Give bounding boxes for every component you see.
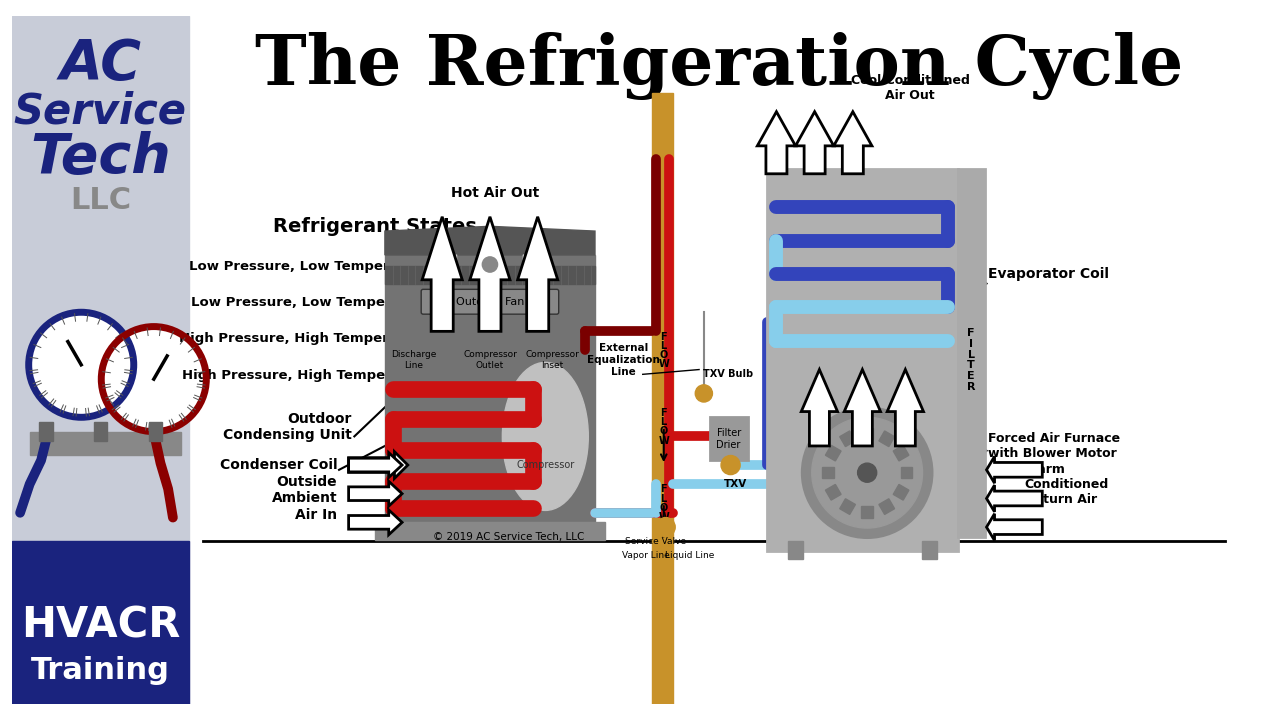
Text: TXV Bulb: TXV Bulb — [703, 369, 753, 379]
Bar — [922, 541, 937, 559]
Polygon shape — [893, 445, 909, 461]
Polygon shape — [348, 453, 402, 477]
Polygon shape — [470, 217, 509, 331]
Bar — [767, 169, 957, 551]
Text: © 2019 AC Service Tech, LLC: © 2019 AC Service Tech, LLC — [434, 531, 585, 541]
Polygon shape — [826, 485, 841, 500]
Bar — [653, 93, 673, 703]
Text: Hot Air Out: Hot Air Out — [451, 186, 539, 200]
Text: TXV: TXV — [723, 479, 748, 489]
Ellipse shape — [502, 362, 589, 510]
Bar — [93, 422, 108, 441]
Text: Service: Service — [14, 91, 187, 132]
Polygon shape — [796, 112, 833, 174]
Text: F
I
L
T
E
R: F I L T E R — [966, 328, 975, 392]
Text: Filter
Drier: Filter Drier — [717, 428, 741, 450]
Polygon shape — [822, 467, 833, 478]
Circle shape — [721, 456, 740, 474]
Text: Outside
Ambient
Air In: Outside Ambient Air In — [271, 475, 337, 522]
Polygon shape — [887, 369, 923, 446]
Text: AC: AC — [59, 37, 141, 91]
Text: The Refrigeration Cycle: The Refrigeration Cycle — [255, 32, 1183, 100]
Bar — [788, 541, 803, 559]
Text: Outdoor Fan: Outdoor Fan — [456, 297, 524, 307]
Bar — [488, 365, 530, 386]
Text: F
L
O
W: F L O W — [658, 485, 669, 522]
Polygon shape — [453, 255, 457, 269]
Text: High Pressure, High Temperature Vapor: High Pressure, High Temperature Vapor — [182, 369, 480, 382]
Polygon shape — [833, 112, 872, 174]
Text: Compressor: Compressor — [516, 460, 575, 470]
Polygon shape — [861, 506, 873, 518]
Text: Training: Training — [31, 656, 170, 685]
Polygon shape — [845, 369, 881, 446]
Text: Forced Air Furnace
with Blower Motor: Forced Air Furnace with Blower Motor — [988, 432, 1120, 460]
Text: External
Equalization
Line: External Equalization Line — [588, 343, 660, 377]
Polygon shape — [385, 226, 595, 255]
Bar — [13, 541, 189, 703]
Text: Refrigerant States: Refrigerant States — [274, 217, 477, 236]
Circle shape — [812, 418, 923, 528]
Polygon shape — [987, 485, 1042, 512]
Bar — [488, 256, 530, 277]
Circle shape — [695, 384, 713, 402]
FancyBboxPatch shape — [421, 289, 558, 314]
Text: Low Pressure, Low Temperature Vapor: Low Pressure, Low Temperature Vapor — [191, 296, 480, 309]
Polygon shape — [879, 499, 895, 514]
Polygon shape — [893, 485, 909, 500]
Text: Tech: Tech — [29, 130, 170, 184]
Bar — [385, 255, 595, 522]
Circle shape — [101, 327, 206, 431]
Circle shape — [657, 518, 676, 536]
Bar — [385, 266, 595, 284]
Bar — [40, 422, 52, 441]
Bar — [29, 431, 180, 456]
Polygon shape — [987, 514, 1042, 541]
Text: Service Valve: Service Valve — [625, 537, 686, 546]
Polygon shape — [826, 445, 841, 461]
Polygon shape — [348, 481, 402, 506]
Text: HVACR: HVACR — [20, 605, 180, 647]
Polygon shape — [861, 428, 873, 439]
Bar — [148, 422, 163, 441]
Polygon shape — [348, 451, 408, 478]
Bar — [488, 292, 530, 313]
Text: F
L
O
W: F L O W — [658, 332, 669, 369]
Text: Vapor Line: Vapor Line — [622, 552, 669, 560]
Polygon shape — [524, 255, 526, 269]
Text: Compressor
Inset: Compressor Inset — [525, 351, 579, 369]
Bar — [957, 169, 984, 536]
Polygon shape — [758, 112, 796, 174]
Bar — [488, 328, 530, 349]
Polygon shape — [879, 431, 895, 446]
Polygon shape — [517, 217, 558, 331]
Polygon shape — [901, 467, 913, 478]
Text: Warm
Conditioned
Return Air: Warm Conditioned Return Air — [1025, 463, 1108, 505]
Bar — [13, 17, 189, 703]
Polygon shape — [840, 431, 855, 446]
Polygon shape — [987, 456, 1042, 483]
Polygon shape — [801, 369, 837, 446]
Circle shape — [803, 408, 932, 538]
Polygon shape — [840, 499, 855, 514]
Text: Discharge
Line: Discharge Line — [390, 351, 436, 369]
Circle shape — [28, 312, 133, 418]
Polygon shape — [348, 510, 402, 535]
Text: Liquid Line: Liquid Line — [664, 552, 714, 560]
Circle shape — [483, 257, 498, 272]
Text: Condenser Coil: Condenser Coil — [220, 458, 337, 472]
Text: Outdoor
Condensing Unit: Outdoor Condensing Unit — [223, 412, 352, 442]
Text: Cool Conditioned
Air Out: Cool Conditioned Air Out — [851, 74, 969, 102]
Bar — [375, 522, 604, 539]
Text: LLC: LLC — [69, 186, 131, 215]
Text: F
L
O
W: F L O W — [658, 408, 669, 446]
Text: High Pressure, High Temperature Liquid: High Pressure, High Temperature Liquid — [179, 333, 480, 346]
Circle shape — [858, 463, 877, 482]
Text: Compressor
Outlet: Compressor Outlet — [463, 351, 517, 369]
Bar — [709, 418, 748, 460]
Text: Low Pressure, Low Temperature Liquid: Low Pressure, Low Temperature Liquid — [188, 260, 480, 273]
Text: Evaporator Coil: Evaporator Coil — [988, 267, 1110, 281]
Polygon shape — [422, 217, 462, 331]
